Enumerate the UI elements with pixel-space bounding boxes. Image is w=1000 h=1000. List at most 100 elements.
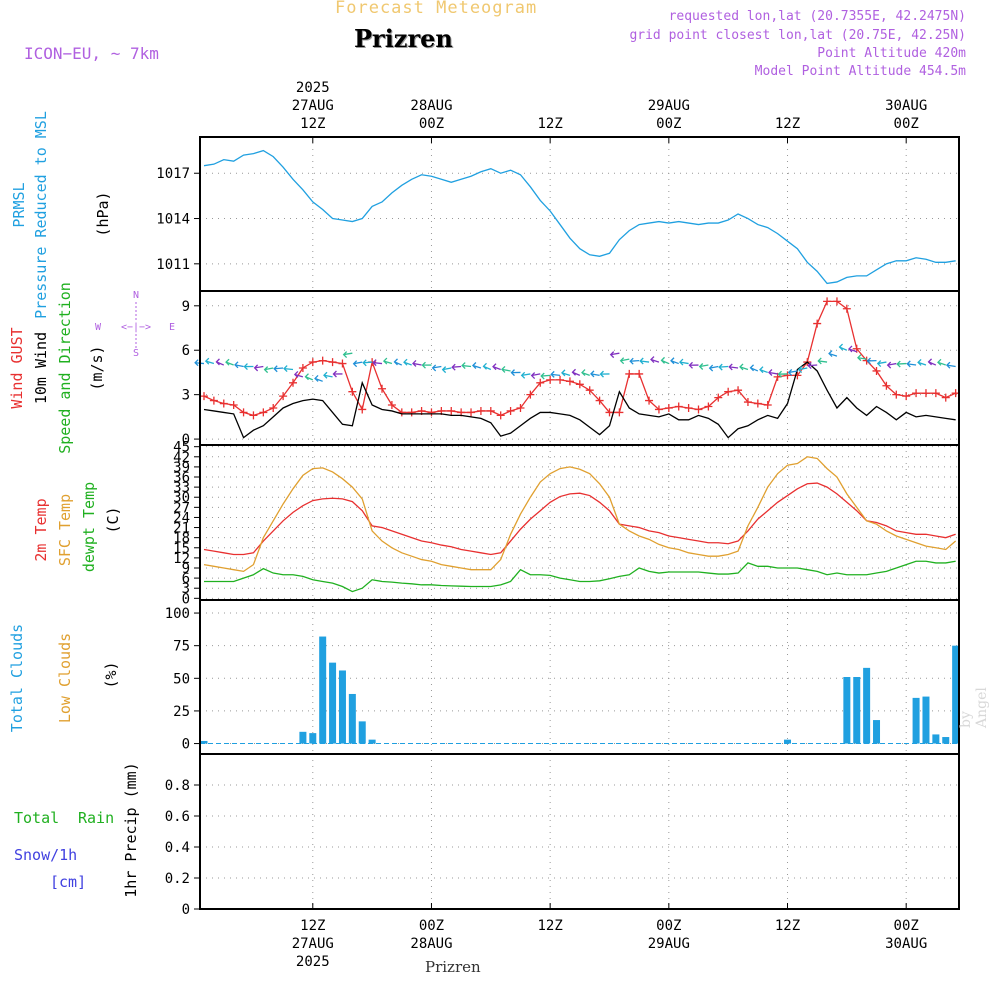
gust-point [645, 396, 654, 405]
wind-direction-arrowhead [342, 351, 348, 359]
wind-direction-arrowhead [550, 370, 555, 378]
cloud-bar [309, 733, 317, 744]
wind-direction-arrow [788, 370, 798, 374]
y-tick-label: 0.4 [165, 840, 190, 856]
time-label-bottom: 00Z [419, 918, 444, 934]
time-label-top: 27AUG [292, 98, 334, 114]
gust-point [674, 402, 683, 411]
wind-direction-arrow [412, 362, 422, 366]
wind-direction-arrow [462, 364, 472, 368]
wind-direction-arrowhead [225, 358, 230, 366]
y-tick-label: 0 [182, 902, 190, 918]
time-label-bottom: 00Z [656, 918, 681, 934]
wind-direction-arrow [501, 368, 511, 372]
gust-point [694, 405, 703, 414]
time-label-top: 00Z [419, 116, 444, 132]
cloud-bar [784, 739, 792, 744]
wind-direction-arrow [264, 367, 274, 371]
wind-direction-arrowhead [629, 357, 634, 365]
pressure-label-unit: (hPa) [94, 191, 112, 236]
info-model-altitude: Model Point Altitude 454.5m [754, 64, 966, 79]
wind-direction-arrow [442, 367, 452, 371]
time-label-bottom: 28AUG [410, 936, 452, 952]
wind-direction-arrowhead [679, 358, 684, 366]
y-tick-label: 39 [173, 460, 190, 476]
cloud-bar [863, 667, 871, 744]
wind-direction-arrowhead [362, 359, 367, 367]
time-label-top: 00Z [894, 116, 919, 132]
gust-point [269, 403, 278, 412]
wind-direction-arrowhead [372, 359, 377, 367]
wind-direction-arrow [353, 361, 363, 365]
gust-point [892, 390, 901, 399]
wind-direction-arrowhead [749, 364, 755, 372]
wind-direction-arrow [551, 373, 561, 377]
gust-point [427, 408, 436, 417]
y-tick-label: 0.2 [165, 871, 190, 887]
gust-point [664, 403, 673, 412]
pressure-label-prmsl: PRMSL [10, 182, 28, 227]
cloud-bar [843, 677, 851, 744]
info-point-altitude: Point Altitude 420m [817, 46, 966, 61]
cloud-bar [922, 696, 930, 744]
gust-point [536, 378, 545, 387]
wind-direction-arrowhead [492, 363, 497, 371]
y-tick-label: 24 [173, 510, 190, 526]
wind-direction-arrowhead [215, 358, 220, 366]
gust-point [684, 403, 693, 412]
y-tick-label: 100 [165, 606, 190, 622]
precip-label-rain: Rain [78, 809, 114, 827]
wind-direction-arrowhead [501, 365, 506, 373]
wind-direction-arrow [234, 364, 244, 368]
gust-point [882, 381, 891, 390]
panel-frame [199, 290, 960, 446]
y-tick-label: 1014 [156, 212, 190, 228]
wind-direction-arrowhead [441, 366, 447, 374]
time-label-bottom: 12Z [775, 918, 800, 934]
wind-direction-arrowhead [194, 359, 199, 367]
cloud-bar [952, 645, 960, 744]
wind-direction-arrowhead [807, 362, 812, 370]
time-label-bottom: 29AUG [648, 936, 690, 952]
temp-label-unit: (C) [104, 506, 122, 533]
wind-direction-arrowhead [540, 372, 545, 380]
wind-direction-arrowhead [421, 361, 426, 369]
wind-direction-arrowhead [461, 362, 466, 370]
gust-point [556, 375, 565, 384]
series-line-10m-wind [203, 361, 956, 439]
model-label: ICON−EU, ~ 7km [24, 44, 159, 63]
wind-direction-arrow [907, 363, 917, 366]
wind-direction-arrowhead [393, 358, 398, 366]
y-tick-label: 33 [173, 480, 190, 496]
wind-direction-arrowhead [866, 357, 871, 365]
wind-direction-arrowhead [777, 370, 782, 378]
wind-direction-arrowhead [561, 369, 566, 377]
temp-label-sfc: SFC Temp [56, 494, 74, 566]
wind-direction-arrowhead [828, 350, 833, 358]
wind-direction-arrowhead [688, 361, 693, 369]
cloud-bar [329, 662, 337, 744]
wind-direction-arrow [284, 367, 294, 371]
gust-point [298, 364, 307, 372]
wind-label-direction: Speed and Direction [56, 282, 74, 454]
y-tick-label: 0.6 [165, 809, 190, 825]
gust-point [734, 386, 743, 395]
gust-point [832, 297, 841, 306]
y-tick-label: 0 [182, 432, 190, 448]
wind-direction-arrow [699, 364, 709, 368]
y-tick-label: 25 [173, 704, 190, 720]
gust-point [348, 387, 357, 396]
wind-direction-arrowhead [917, 358, 922, 366]
wind-direction-arrowhead [848, 345, 853, 353]
gust-point [476, 406, 485, 415]
wind-direction-arrowhead [619, 357, 625, 365]
gust-point [714, 393, 723, 402]
cloud-bar [299, 731, 307, 744]
gust-point [783, 371, 792, 380]
wind-direction-arrow [531, 373, 541, 377]
wind-direction-arrowhead [937, 358, 942, 366]
wind-direction-arrowhead [670, 357, 675, 365]
gust-point [486, 406, 495, 415]
time-label-bottom: 00Z [894, 918, 919, 934]
